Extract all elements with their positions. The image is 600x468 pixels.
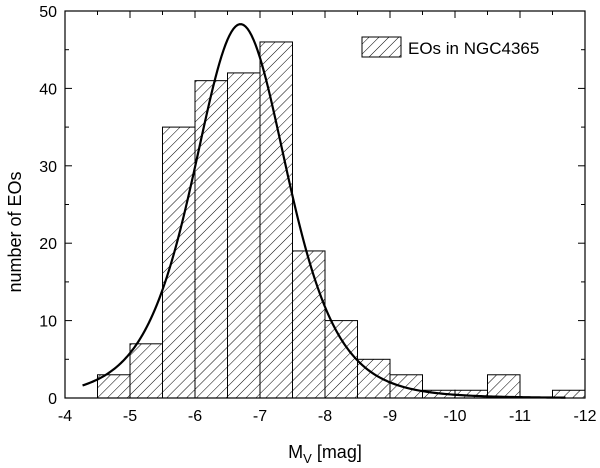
x-tick-label: -5 [123,408,137,425]
legend-swatch [361,36,402,58]
y-tick-label: 50 [39,4,57,21]
x-axis-title-sub: V [303,451,312,466]
y-tick-label: 30 [39,159,57,176]
histogram-bar [389,374,423,399]
x-tick-label: -10 [443,408,466,425]
x-tick-label: -7 [253,408,267,425]
x-tick-label: -8 [318,408,332,425]
histogram-bar [487,374,521,399]
x-tick-label: -9 [383,408,397,425]
fit-curve [82,23,566,399]
x-axis-title-main: M [288,442,303,462]
x-axis-title-unit: [mag] [312,442,362,462]
x-tick-label: -4 [58,408,72,425]
y-tick-label: 20 [39,236,57,253]
histogram-bar [324,320,358,399]
histogram-bar [129,343,163,399]
histogram-bars [97,41,586,399]
y-tick-label: 40 [39,81,57,98]
legend: EOs in NGC4365 [361,36,539,58]
histogram-bar [194,80,228,399]
histogram-bar [292,250,326,399]
x-axis: -4 -5 -6 -7 -8 -9 -10 -11 -12 [58,11,597,425]
x-tick-label: -11 [509,408,531,425]
histogram-bar [97,374,131,399]
y-axis-title: number of EOs [5,171,25,292]
histogram-bar [162,126,196,399]
legend-label: EOs in NGC4365 [408,39,539,58]
histogram-bar [259,41,293,399]
y-tick-label: 0 [48,391,57,408]
y-axis: 0 10 20 30 40 50 [39,4,585,408]
histogram-bar [227,72,261,399]
x-tick-label: -12 [573,408,596,425]
y-tick-label: 10 [39,314,57,331]
x-tick-label: -6 [188,408,202,425]
x-axis-title: MV [mag] [288,442,362,466]
